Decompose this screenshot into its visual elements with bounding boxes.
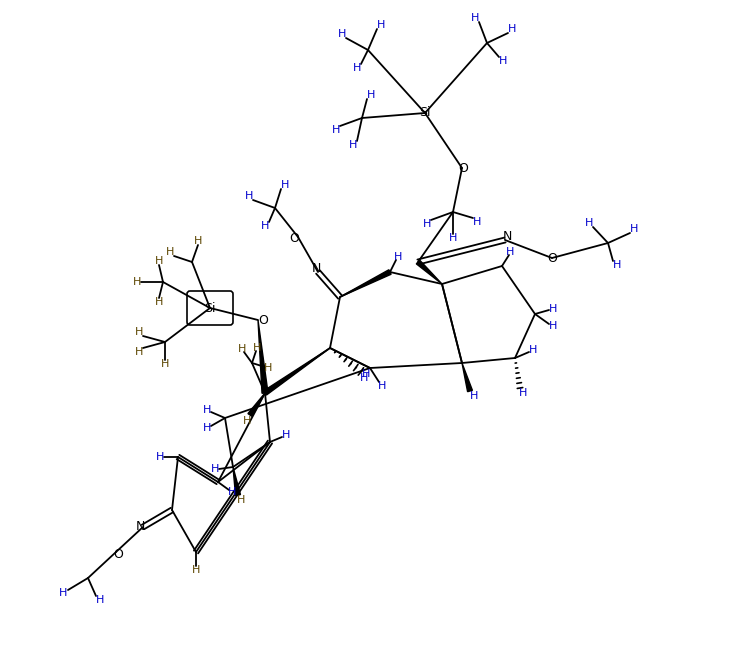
Text: Si: Si bbox=[204, 301, 216, 315]
Polygon shape bbox=[462, 363, 473, 392]
Text: N: N bbox=[502, 231, 512, 243]
Text: H: H bbox=[135, 347, 143, 357]
Polygon shape bbox=[233, 467, 240, 496]
Text: H: H bbox=[264, 363, 272, 373]
Text: H: H bbox=[338, 29, 347, 39]
Text: H: H bbox=[332, 125, 340, 135]
Text: H: H bbox=[508, 24, 516, 34]
FancyBboxPatch shape bbox=[187, 291, 233, 325]
Text: O: O bbox=[113, 547, 123, 561]
Text: Si: Si bbox=[419, 106, 431, 120]
Text: H: H bbox=[378, 381, 386, 391]
Text: H: H bbox=[449, 233, 457, 243]
Polygon shape bbox=[340, 270, 391, 297]
Text: H: H bbox=[238, 344, 246, 354]
Text: H: H bbox=[282, 430, 290, 440]
Text: H: H bbox=[59, 588, 68, 598]
Text: H: H bbox=[360, 373, 368, 383]
Text: H: H bbox=[280, 180, 289, 190]
Text: O: O bbox=[258, 315, 268, 327]
Text: H: H bbox=[471, 13, 479, 23]
Text: H: H bbox=[613, 260, 621, 270]
Text: N: N bbox=[135, 520, 145, 533]
Text: H: H bbox=[260, 221, 269, 231]
Text: H: H bbox=[349, 140, 357, 150]
Text: H: H bbox=[243, 416, 252, 426]
Text: H: H bbox=[506, 247, 514, 257]
Text: H: H bbox=[228, 487, 236, 497]
Text: H: H bbox=[161, 359, 169, 369]
Text: H: H bbox=[211, 464, 219, 474]
Polygon shape bbox=[248, 393, 265, 416]
Text: H: H bbox=[192, 565, 200, 575]
Text: H: H bbox=[367, 90, 375, 100]
Text: N: N bbox=[312, 262, 321, 276]
Text: H: H bbox=[245, 191, 253, 201]
Text: H: H bbox=[96, 595, 104, 605]
Text: H: H bbox=[549, 304, 557, 314]
Text: H: H bbox=[630, 224, 638, 234]
Text: H: H bbox=[423, 219, 431, 229]
Text: H: H bbox=[473, 217, 482, 227]
Text: H: H bbox=[394, 252, 402, 262]
Text: H: H bbox=[585, 218, 593, 228]
Text: H: H bbox=[519, 388, 527, 398]
Text: H: H bbox=[549, 321, 557, 331]
Text: H: H bbox=[203, 423, 211, 433]
Text: H: H bbox=[377, 20, 385, 30]
Text: H: H bbox=[470, 391, 478, 401]
Text: H: H bbox=[362, 369, 370, 379]
Polygon shape bbox=[263, 348, 330, 395]
Text: H: H bbox=[253, 343, 261, 353]
Text: H: H bbox=[352, 63, 361, 73]
Text: H: H bbox=[135, 327, 143, 337]
Text: H: H bbox=[194, 236, 202, 246]
Text: H: H bbox=[156, 452, 164, 462]
Text: H: H bbox=[237, 495, 245, 505]
Text: O: O bbox=[289, 231, 299, 245]
Text: H: H bbox=[133, 277, 141, 287]
Polygon shape bbox=[416, 260, 442, 284]
Text: O: O bbox=[547, 251, 557, 264]
Text: H: H bbox=[155, 297, 163, 307]
Text: H: H bbox=[499, 56, 508, 66]
Text: H: H bbox=[165, 247, 174, 257]
Polygon shape bbox=[258, 320, 268, 393]
Text: H: H bbox=[155, 256, 163, 266]
Text: H: H bbox=[529, 345, 537, 355]
Text: H: H bbox=[203, 405, 211, 415]
Text: O: O bbox=[458, 163, 468, 176]
